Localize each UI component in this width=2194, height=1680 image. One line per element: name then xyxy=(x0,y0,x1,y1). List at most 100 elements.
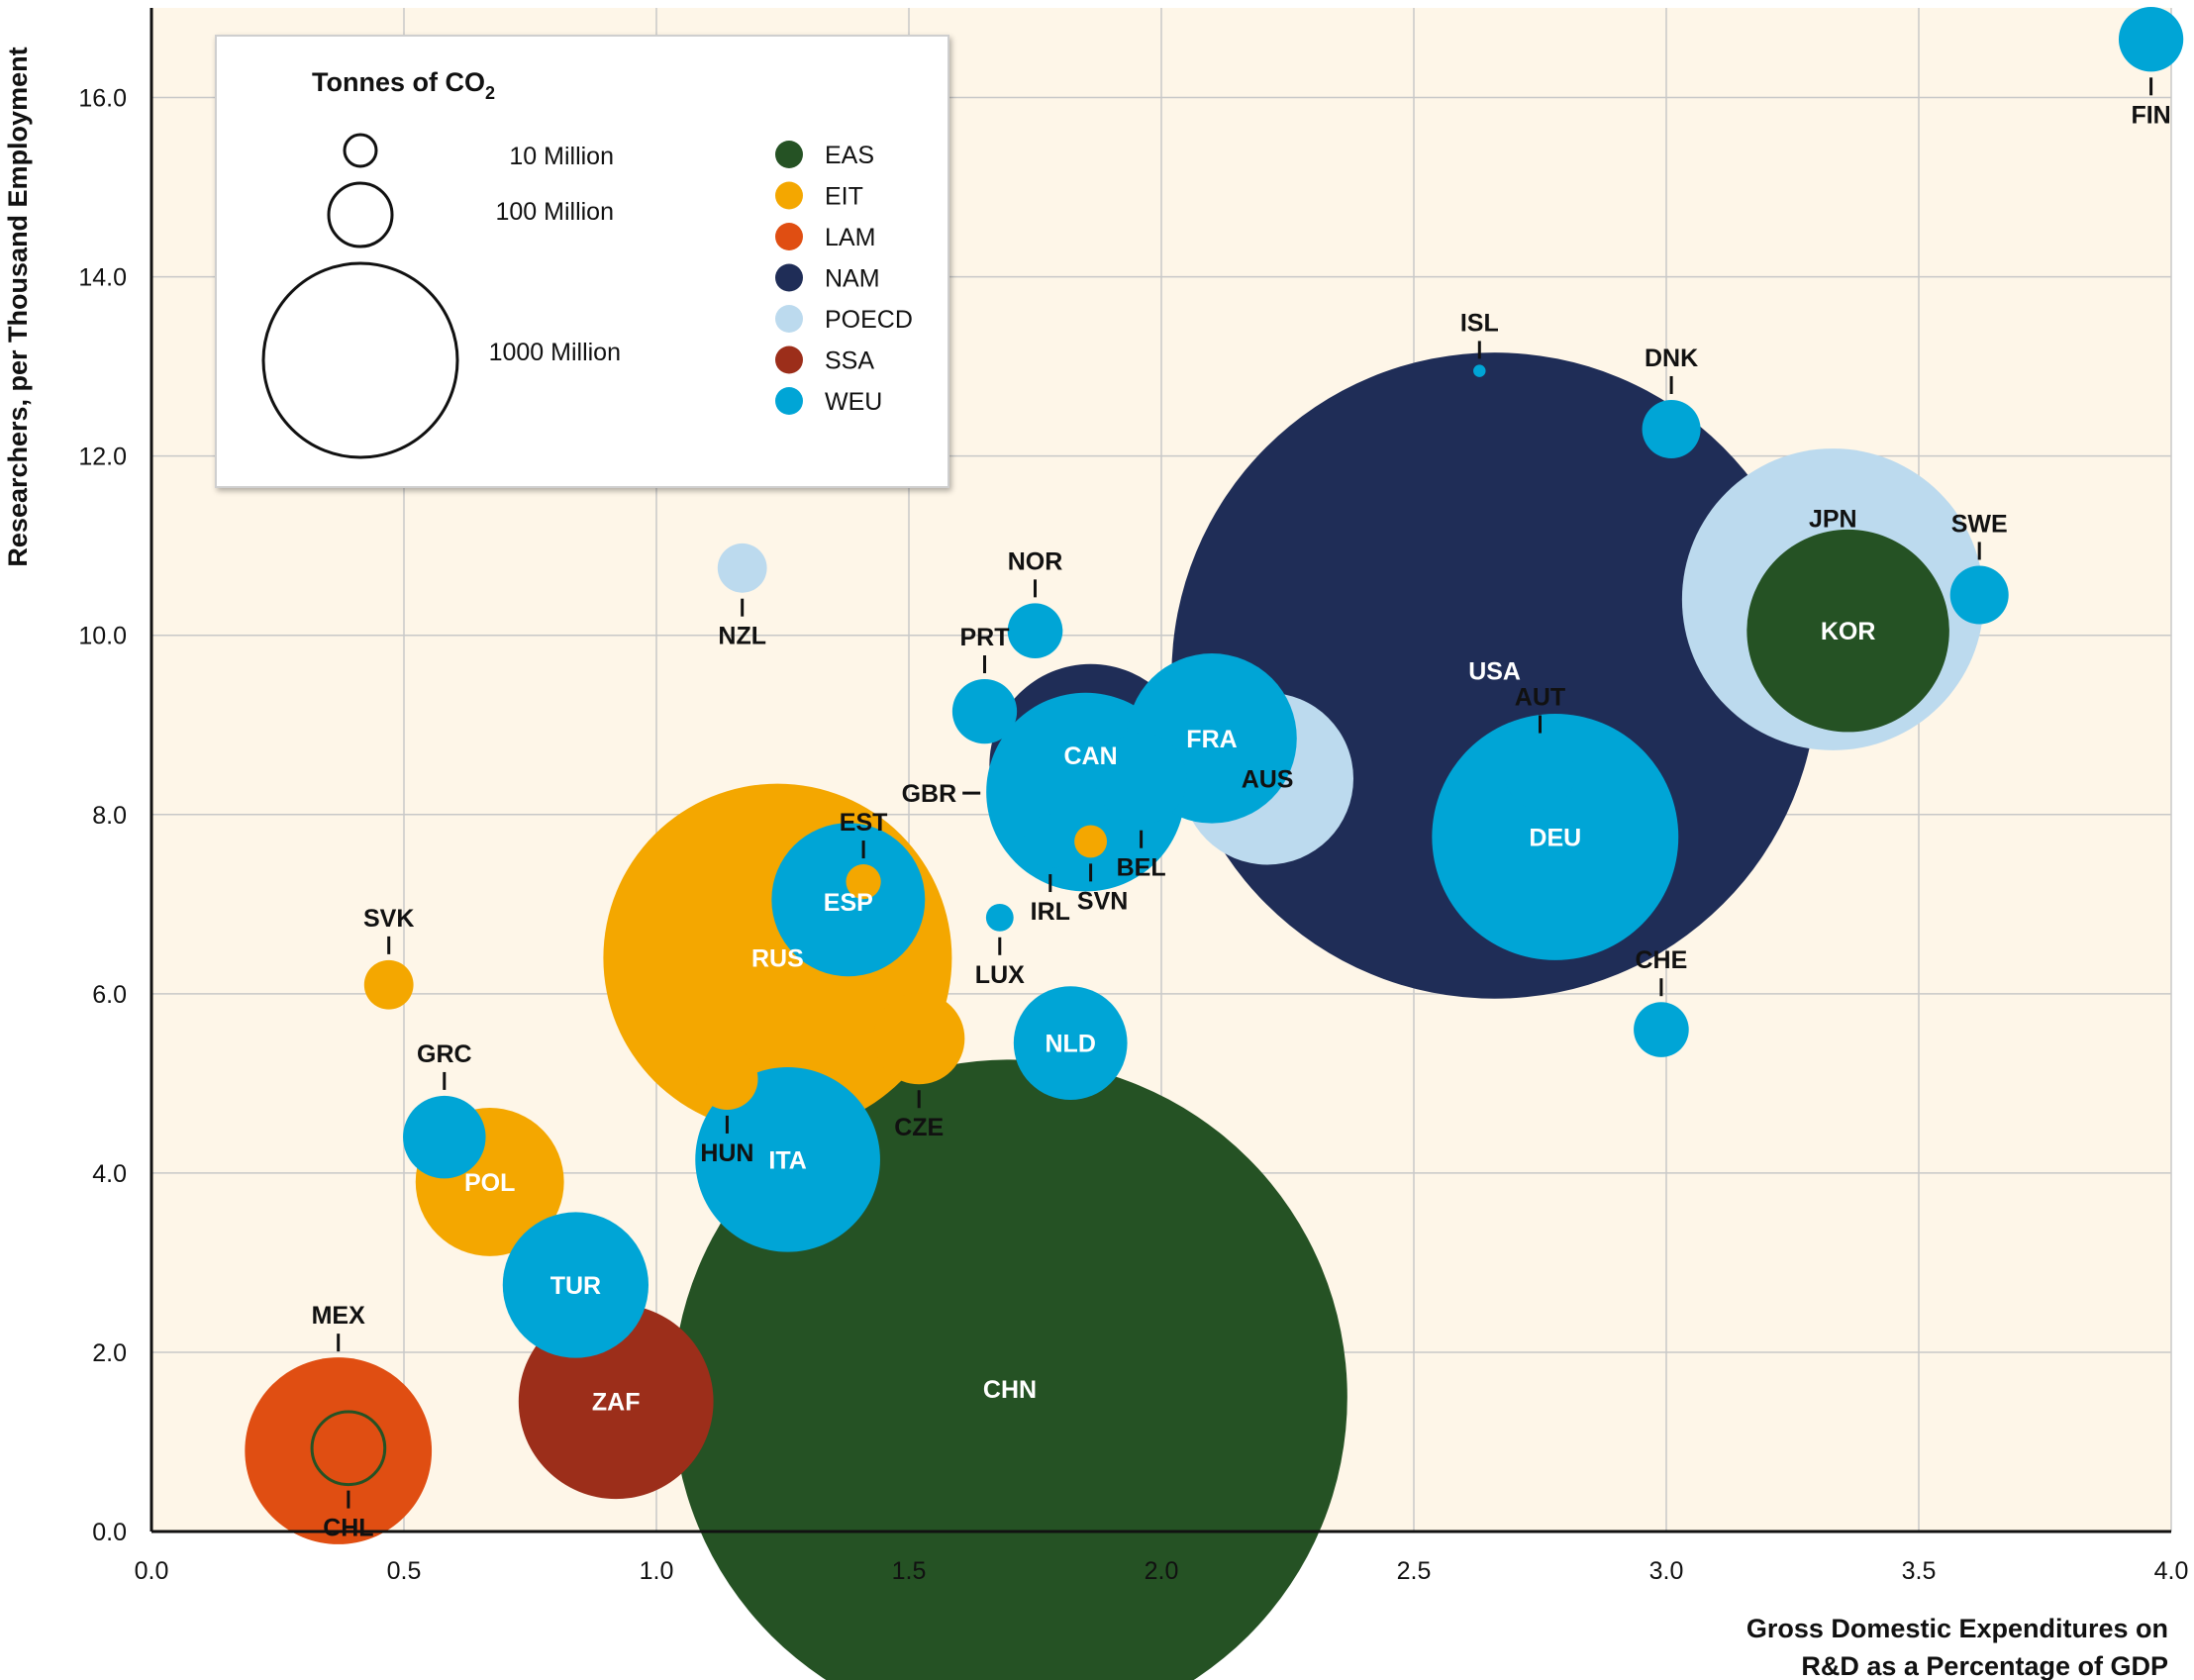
x-tick-label: 2.0 xyxy=(1145,1557,1179,1585)
label-svk: SVK xyxy=(363,905,414,933)
region-legend-swatch xyxy=(775,263,803,292)
legend-title-subscript: 2 xyxy=(485,83,495,103)
region-legend-label: SSA xyxy=(825,347,874,375)
bubble-est xyxy=(846,864,881,900)
x-tick-label: 1.5 xyxy=(892,1557,927,1585)
size-legend-label: 1000 Million xyxy=(489,339,621,366)
bubbles xyxy=(245,7,2184,1680)
region-legend-swatch xyxy=(775,346,803,374)
size-legend-circle xyxy=(261,261,459,459)
label-can: CAN xyxy=(1064,742,1118,770)
region-legend-label: NAM xyxy=(825,265,880,293)
x-tick-label: 3.0 xyxy=(1649,1557,1684,1585)
region-legend-label: POECD xyxy=(825,306,913,334)
label-usa: USA xyxy=(1468,657,1521,685)
bubble-grc xyxy=(403,1095,486,1179)
y-axis-title: Researchers, per Thousand Employment xyxy=(3,47,33,566)
bubble-fin xyxy=(2118,7,2184,72)
label-hun: HUN xyxy=(700,1139,753,1167)
region-legend: EAS EIT LAM NAM POECD SSA WEU xyxy=(775,141,913,416)
label-jpn: JPN xyxy=(1809,505,1857,533)
region-legend-label: LAM xyxy=(825,224,875,251)
x-tick-label: 0.5 xyxy=(387,1557,422,1585)
y-tick-label: 14.0 xyxy=(78,264,127,292)
bubble-chl xyxy=(310,1410,387,1487)
size-legend-label: 10 Million xyxy=(509,143,614,170)
label-rus: RUS xyxy=(751,945,804,973)
bubble-aut xyxy=(1505,739,1575,810)
bubble-tur xyxy=(502,1212,649,1358)
label-tur: TUR xyxy=(550,1272,601,1300)
bubble-nor xyxy=(1007,603,1063,659)
region-legend-swatch xyxy=(775,305,803,333)
bubble-nzl xyxy=(717,543,767,593)
bubble-deu xyxy=(1432,713,1679,960)
bubble-che xyxy=(1634,1002,1689,1057)
bubble-irl xyxy=(1023,814,1077,869)
bubble-svk xyxy=(363,959,414,1010)
x-axis-title-line-2: R&D as a Percentage of GDP xyxy=(1801,1651,2168,1680)
label-mex: MEX xyxy=(312,1302,366,1330)
bubble-nld xyxy=(1013,986,1128,1100)
region-legend-swatch xyxy=(775,223,803,250)
y-tick-label: 6.0 xyxy=(92,981,127,1009)
label-bel: BEL xyxy=(1117,854,1166,882)
label-kor: KOR xyxy=(1821,618,1876,645)
bubble-mex xyxy=(245,1357,433,1544)
label-aut: AUT xyxy=(1515,684,1565,712)
region-legend-swatch xyxy=(775,181,803,210)
label-est: EST xyxy=(840,809,888,837)
x-tick-label: 3.5 xyxy=(1902,1557,1937,1585)
label-chn: CHN xyxy=(983,1376,1037,1404)
label-fin: FIN xyxy=(2131,101,2170,129)
x-tick-label: 0.0 xyxy=(135,1557,169,1585)
size-legend-label: 100 Million xyxy=(495,198,614,226)
region-legend-swatch xyxy=(775,387,803,415)
label-deu: DEU xyxy=(1529,824,1581,851)
x-tick-label: 2.5 xyxy=(1397,1557,1432,1585)
bubble-ita xyxy=(695,1066,880,1252)
region-legend-label: WEU xyxy=(825,388,882,416)
legend-title: Tonnes of CO2 xyxy=(312,67,495,103)
legend: Tonnes of CO2 10 Million 100 Million 1000 … xyxy=(215,35,949,488)
label-aus: AUS xyxy=(1242,766,1294,794)
axis-ticks: 0.0 0.5 1.0 1.5 2.0 2.5 3.0 3.5 4.0 0.0 2.0 4.0 6.0 8… xyxy=(78,85,2188,1585)
label-dnk: DNK xyxy=(1645,345,1698,372)
y-tick-label: 12.0 xyxy=(78,444,127,471)
bubble-swe xyxy=(1949,565,2009,625)
x-tick-label: 4.0 xyxy=(2154,1557,2189,1585)
label-irl: IRL xyxy=(1031,898,1070,926)
y-tick-label: 10.0 xyxy=(78,623,127,650)
label-cze: CZE xyxy=(894,1114,944,1141)
y-tick-label: 4.0 xyxy=(92,1160,127,1188)
label-svn: SVN xyxy=(1077,887,1128,915)
label-lux: LUX xyxy=(975,961,1025,989)
bubble-esp xyxy=(771,823,926,977)
y-tick-label: 8.0 xyxy=(92,802,127,830)
size-legend-circle xyxy=(343,133,378,168)
label-fra: FRA xyxy=(1186,726,1237,753)
label-ita: ITA xyxy=(768,1146,806,1174)
bubble-svn xyxy=(1074,825,1108,858)
label-gbr: GBR xyxy=(902,780,957,808)
bubble-hun xyxy=(696,1047,758,1110)
bubble-cze xyxy=(873,992,965,1085)
y-tick-label: 0.0 xyxy=(92,1519,127,1546)
label-zaf: ZAF xyxy=(592,1389,641,1417)
x-axis-title-line-1: Gross Domestic Expenditures on xyxy=(1746,1614,2168,1643)
label-nld: NLD xyxy=(1046,1031,1096,1058)
label-grc: GRC xyxy=(417,1040,472,1068)
bubble-lux xyxy=(985,903,1014,932)
bubble-dnk xyxy=(1642,399,1701,459)
legend-box xyxy=(215,35,949,488)
region-legend-label: EAS xyxy=(825,142,874,169)
y-tick-label: 2.0 xyxy=(92,1339,127,1367)
size-legend: 10 Million 100 Million 1000 Million xyxy=(261,133,621,459)
y-tick-label: 16.0 xyxy=(78,85,127,113)
size-legend-circle xyxy=(327,181,394,248)
label-chl: CHL xyxy=(323,1515,373,1542)
region-legend-label: EIT xyxy=(825,183,863,211)
label-che: CHE xyxy=(1636,946,1688,974)
